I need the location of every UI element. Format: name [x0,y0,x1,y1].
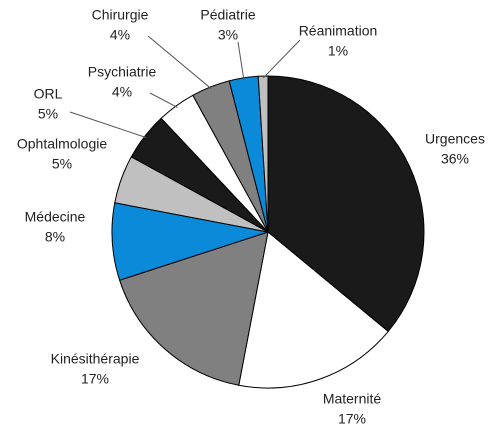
leader-line [237,41,245,80]
slice-label: Maternité [323,391,382,407]
slice-value-label: 3% [218,27,238,43]
pie-slice [267,75,425,333]
slice-value-label: 4% [112,84,132,100]
pie-slice [238,231,389,389]
slice-label: Chirurgie [92,7,149,23]
slice-value-label: 1% [328,43,348,59]
slice-value-label: 8% [45,229,65,245]
slice-value-label: 5% [38,106,58,122]
slice-value-label: 36% [441,151,469,167]
leader-line [69,111,147,139]
slice-label: Urgences [425,131,485,147]
leader-line [262,39,301,79]
slice-label: Pédiatrie [200,7,255,23]
slice-label: Psychiatrie [88,64,157,80]
leader-line [149,92,178,108]
slice-value-label: 5% [52,156,72,172]
leader-line [147,35,212,90]
slice-value-label: 4% [110,27,130,43]
slice-label: Ophtalmologie [17,136,107,152]
slice-label: ORL [34,86,63,102]
slice-label: Médecine [25,209,86,225]
slice-value-label: 17% [81,371,109,387]
pie-slice [119,231,269,386]
slice-label: Réanimation [299,23,378,39]
slice-label: Kinésithérapie [51,351,140,367]
pie-slice [257,75,269,233]
slice-value-label: 17% [338,411,366,424]
